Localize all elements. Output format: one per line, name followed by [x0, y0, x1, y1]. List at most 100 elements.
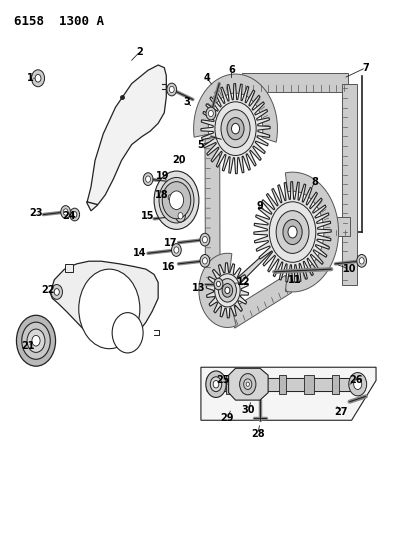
Circle shape — [162, 182, 190, 219]
Circle shape — [143, 173, 153, 185]
Text: 6: 6 — [227, 66, 234, 75]
Circle shape — [218, 279, 236, 302]
Text: 8: 8 — [311, 176, 318, 187]
Text: 15: 15 — [141, 211, 154, 221]
Circle shape — [358, 257, 363, 264]
Circle shape — [145, 176, 150, 182]
Circle shape — [214, 102, 256, 156]
Circle shape — [356, 254, 366, 267]
Text: 14: 14 — [133, 248, 146, 259]
Text: 5: 5 — [197, 140, 204, 150]
Polygon shape — [253, 182, 330, 282]
Circle shape — [173, 247, 178, 253]
Polygon shape — [87, 65, 166, 211]
Polygon shape — [241, 73, 347, 92]
Circle shape — [32, 335, 40, 346]
Circle shape — [61, 206, 70, 219]
Circle shape — [231, 124, 239, 134]
Circle shape — [230, 289, 236, 297]
Circle shape — [210, 377, 221, 392]
Circle shape — [154, 171, 198, 229]
Circle shape — [72, 212, 77, 217]
Polygon shape — [198, 253, 236, 327]
Circle shape — [35, 75, 41, 82]
Circle shape — [213, 278, 222, 290]
Polygon shape — [200, 84, 270, 174]
Circle shape — [63, 209, 68, 215]
Circle shape — [202, 237, 207, 243]
Polygon shape — [204, 134, 220, 282]
Text: 30: 30 — [240, 405, 254, 415]
Text: 7: 7 — [362, 63, 369, 72]
Text: 26: 26 — [348, 375, 362, 385]
Circle shape — [282, 220, 301, 245]
Circle shape — [208, 110, 213, 117]
Circle shape — [159, 177, 193, 223]
Circle shape — [200, 233, 209, 246]
Circle shape — [225, 287, 229, 294]
Circle shape — [70, 208, 79, 221]
Polygon shape — [50, 261, 158, 343]
Polygon shape — [228, 276, 291, 328]
Circle shape — [205, 107, 215, 120]
Text: 17: 17 — [163, 238, 177, 248]
Text: 29: 29 — [220, 413, 234, 423]
Text: 2: 2 — [136, 47, 143, 56]
Circle shape — [222, 284, 232, 297]
Polygon shape — [228, 368, 267, 400]
Circle shape — [239, 374, 255, 395]
Polygon shape — [303, 375, 313, 394]
Text: 28: 28 — [251, 429, 264, 439]
Circle shape — [213, 381, 218, 388]
Polygon shape — [342, 84, 356, 285]
Circle shape — [205, 371, 226, 398]
Polygon shape — [225, 237, 282, 298]
Circle shape — [272, 241, 279, 249]
Text: 1: 1 — [27, 73, 34, 83]
Polygon shape — [331, 375, 338, 394]
Circle shape — [200, 254, 209, 267]
Text: 16: 16 — [161, 262, 175, 271]
Circle shape — [276, 211, 308, 253]
Polygon shape — [285, 172, 338, 292]
Text: 24: 24 — [62, 211, 75, 221]
Circle shape — [269, 202, 315, 262]
Circle shape — [287, 226, 297, 238]
Text: 19: 19 — [155, 172, 169, 181]
Circle shape — [220, 110, 249, 148]
Polygon shape — [225, 375, 233, 394]
Text: 18: 18 — [155, 190, 169, 200]
Polygon shape — [206, 263, 248, 318]
Text: 9: 9 — [256, 200, 263, 211]
Text: 12: 12 — [236, 277, 250, 287]
Circle shape — [31, 70, 45, 87]
Polygon shape — [200, 367, 375, 420]
Text: 20: 20 — [171, 156, 185, 165]
Circle shape — [175, 209, 185, 222]
Circle shape — [79, 269, 139, 349]
Text: 4: 4 — [203, 73, 210, 83]
Circle shape — [214, 274, 240, 307]
Circle shape — [16, 316, 55, 366]
Circle shape — [22, 322, 50, 359]
Circle shape — [54, 288, 59, 295]
Circle shape — [168, 195, 172, 200]
Text: 3: 3 — [183, 97, 190, 107]
Circle shape — [178, 213, 182, 219]
Polygon shape — [193, 74, 277, 142]
Text: 25: 25 — [216, 375, 229, 385]
Polygon shape — [250, 375, 261, 394]
Circle shape — [27, 329, 45, 352]
Polygon shape — [278, 375, 285, 394]
Polygon shape — [330, 217, 349, 236]
Circle shape — [51, 285, 62, 300]
Text: 13: 13 — [192, 282, 205, 293]
Polygon shape — [207, 374, 219, 395]
Text: 23: 23 — [29, 208, 43, 219]
Text: 27: 27 — [334, 407, 347, 417]
Text: 10: 10 — [342, 264, 355, 274]
Circle shape — [166, 83, 176, 96]
Polygon shape — [64, 264, 72, 272]
Circle shape — [216, 281, 220, 287]
Text: 21: 21 — [21, 341, 34, 351]
